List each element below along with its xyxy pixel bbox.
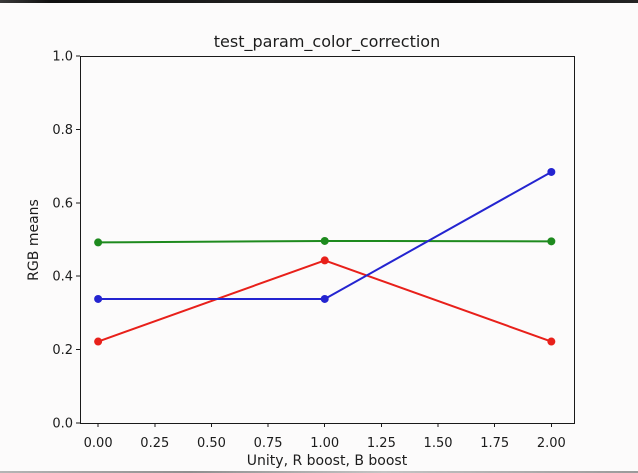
x-tick-label: 1.50: [424, 436, 453, 451]
video-edge-artifact-bottom: [0, 471, 638, 473]
y-tick-label: 0.8: [52, 123, 73, 138]
data-point-red: [547, 337, 556, 346]
x-tick-label: 0.75: [254, 436, 283, 451]
x-tick-label: 2.00: [537, 436, 566, 451]
x-tick-label: 1.25: [367, 436, 396, 451]
data-point-green: [94, 238, 103, 247]
data-point-blue: [547, 167, 556, 176]
data-point-blue: [94, 294, 103, 303]
video-edge-artifact-top: [0, 0, 638, 3]
data-point-green: [320, 236, 329, 245]
chart-title: test_param_color_correction: [214, 32, 440, 52]
x-tick-label: 0.50: [197, 436, 226, 451]
x-tick-label: 1.00: [310, 436, 339, 451]
data-point-green: [547, 237, 556, 246]
x-tick-label: 0.25: [140, 436, 169, 451]
y-axis-label: RGB means: [26, 199, 42, 281]
data-point-blue: [320, 294, 329, 303]
y-tick-label: 0.2: [52, 343, 73, 358]
series-layer: [94, 167, 556, 346]
data-point-red: [94, 337, 103, 346]
axes-layer: 0.00 0.25 0.50 0.75 1.00 1.25 1.50 1.75 2.00 0.0 0…: [52, 50, 575, 451]
y-tick-label: 0.0: [52, 417, 73, 432]
data-point-red: [320, 256, 329, 265]
series-line-blue: [98, 171, 552, 300]
y-tick-label: 1.0: [52, 50, 73, 65]
axes-box: [80, 56, 575, 424]
x-tick-label: 0.00: [84, 436, 113, 451]
x-tick-label: 1.75: [480, 436, 509, 451]
y-tick-label: 0.6: [52, 196, 73, 211]
x-axis-label: Unity, R boost, B boost: [247, 453, 408, 469]
y-tick-label: 0.4: [52, 270, 73, 285]
